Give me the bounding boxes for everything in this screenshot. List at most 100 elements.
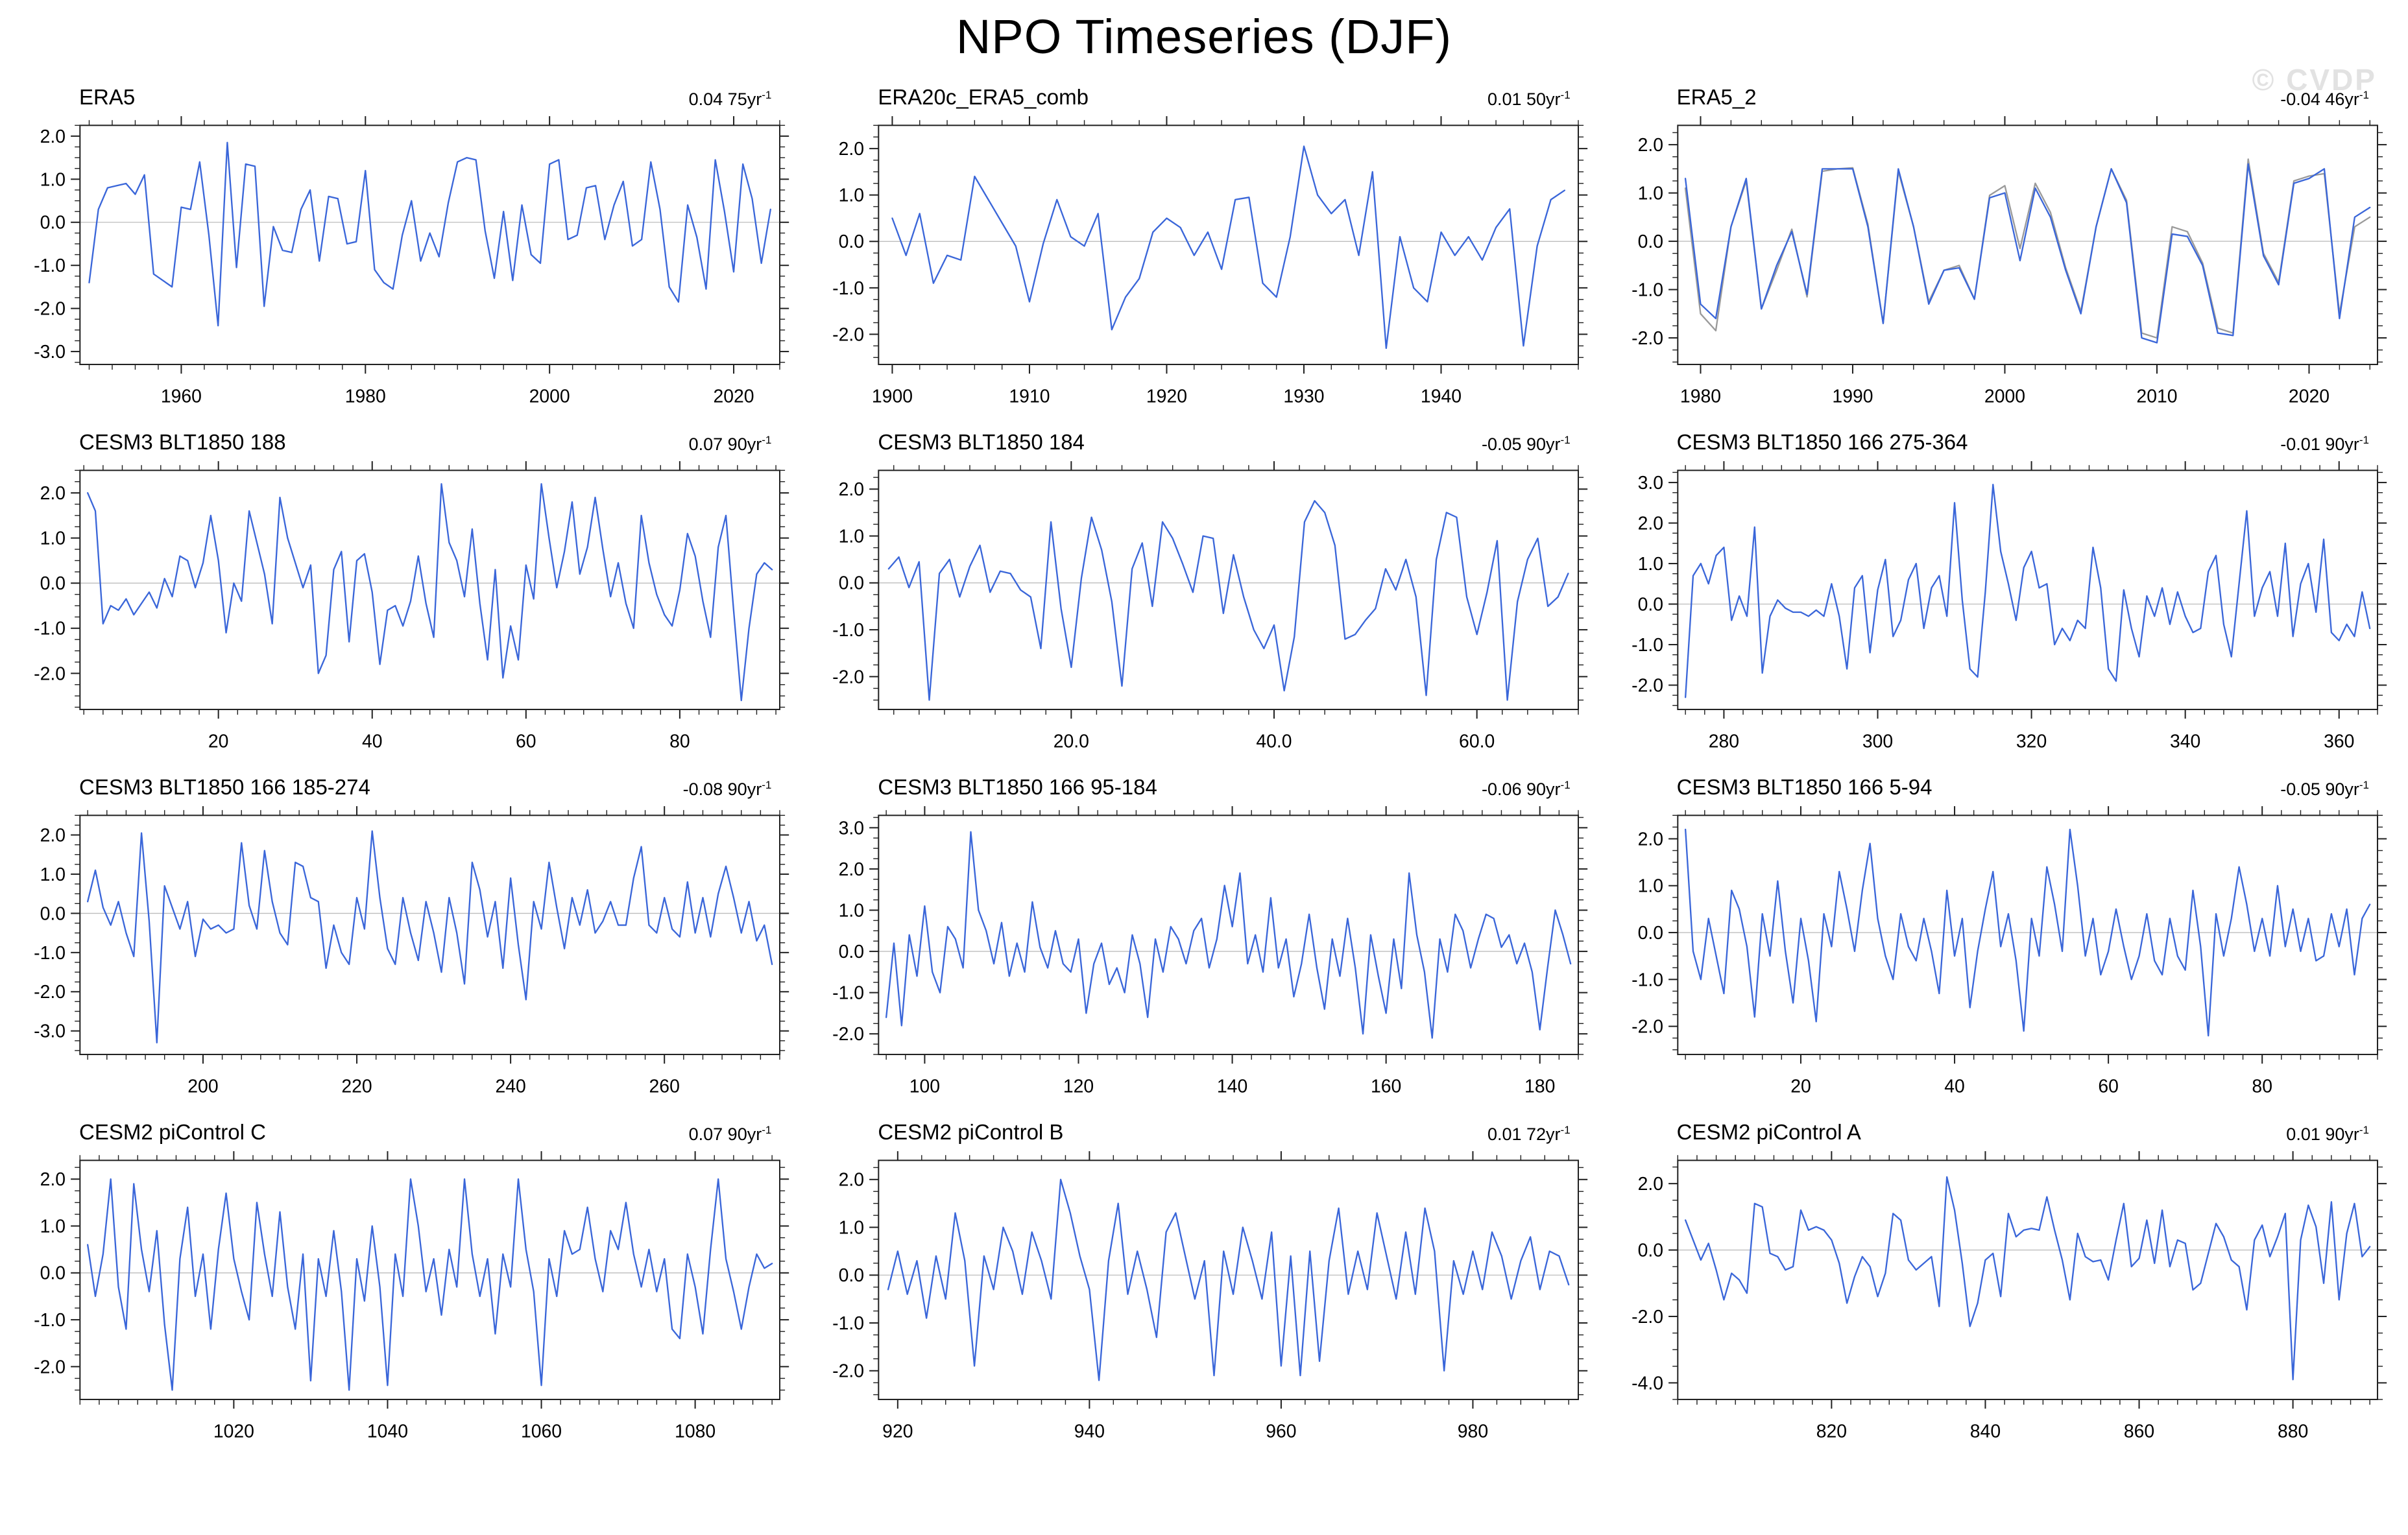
timeseries-plot: 20.0 40.0 60.0 2.0 1.0 0.0 -1.0 -2.0 (832, 461, 1588, 752)
y-tick-label: 2.0 (839, 139, 864, 160)
x-tick-label: 360 (2324, 732, 2354, 752)
panel-title: CESM3 BLT1850 166 5-94 (1676, 775, 1932, 800)
x-tick-label: 280 (1708, 732, 1739, 752)
x-tick-label: 1960 (161, 387, 202, 407)
y-tick-label: 1.0 (839, 901, 864, 922)
trend-exponent: -1 (1560, 1124, 1571, 1137)
series-group (86, 1178, 773, 1391)
ticks (71, 1151, 789, 1409)
x-tick-label: 2010 (2136, 387, 2177, 407)
x-tick-label: 20 (208, 732, 229, 752)
panel-header: ERA20c_ERA5_comb 0.01 50yr-1 (813, 77, 1595, 110)
timeseries-plot: 1960 1980 2000 2020 2.0 1.0 0.0 -1.0 -2.0 -3.0 (34, 116, 789, 407)
panel-trend-label: 0.07 90yr-1 (689, 434, 772, 455)
x-tick-label: 20.0 (1054, 732, 1089, 752)
panel-title: CESM3 BLT1850 166 275-364 (1676, 430, 1968, 455)
y-tick-label: 2.0 (1637, 1174, 1663, 1195)
y-tick-label: 0.0 (839, 942, 864, 962)
x-tick-label: 140 (1217, 1077, 1247, 1097)
series-line-primary (86, 830, 773, 1044)
x-tick-label: 260 (649, 1077, 680, 1097)
series-line-primary (1684, 163, 2371, 344)
x-tick-label: 120 (1063, 1077, 1094, 1097)
timeseries-plot: 1900 1910 1920 1930 1940 2.0 1.0 0.0 -1.0 -2.0 (832, 116, 1588, 407)
x-tick-label: 60.0 (1459, 732, 1495, 752)
y-tick-label: 0.0 (1637, 232, 1663, 252)
timeseries-panel-cesm2-picontrol-c: CESM2 piControl C 0.07 90yr-1 1020 1040 10… (14, 1112, 796, 1453)
plot-frame (878, 815, 1580, 1056)
x-tick-label: 1080 (675, 1422, 716, 1442)
tick-labels: 200 220 240 260 2.0 1.0 0.0 -1.0 -2.0 -3.0 (34, 826, 680, 1097)
tick-labels: 920 940 960 980 2.0 1.0 0.0 -1.0 -2.0 (832, 1170, 1488, 1442)
panel-trend-label: 0.01 50yr-1 (1487, 89, 1571, 110)
trend-value-unit: -0.05 90yr (2280, 779, 2359, 800)
y-tick-label: 1.0 (839, 185, 864, 206)
ticks (1668, 806, 2387, 1064)
trend-value-unit: -0.08 90yr (682, 779, 762, 800)
y-tick-label: -1.0 (832, 983, 864, 1004)
x-tick-label: 180 (1524, 1077, 1555, 1097)
trend-exponent: -1 (2359, 779, 2369, 792)
panel-title: CESM2 piControl C (79, 1120, 266, 1145)
x-tick-label: 1910 (1009, 387, 1050, 407)
y-tick-label: -1.0 (1631, 970, 1663, 990)
panel-trend-label: -0.01 90yr-1 (2280, 434, 2369, 455)
y-tick-label: 2.0 (40, 1169, 66, 1190)
page-title: NPO Timeseries (DJF) (956, 10, 1452, 64)
panel-header: CESM3 BLT1850 166 185-274 -0.08 90yr-1 (14, 767, 796, 800)
y-tick-label: -2.0 (1631, 1307, 1663, 1327)
ticks (869, 1151, 1588, 1409)
tick-labels: 1960 1980 2000 2020 2.0 1.0 0.0 -1.0 -2.0 -3.0 (34, 126, 754, 407)
y-tick-label: 0.0 (839, 1265, 864, 1286)
timeseries-panel-cesm2-picontrol-b: CESM2 piControl B 0.01 72yr-1 920 940 960 9… (813, 1112, 1595, 1453)
panel-trend-label: 0.01 72yr-1 (1487, 1124, 1571, 1145)
x-tick-label: 320 (2016, 732, 2047, 752)
trend-exponent: -1 (762, 89, 772, 101)
tick-labels: 20 40 60 80 2.0 1.0 0.0 -1.0 -2.0 (34, 483, 690, 752)
plot-frame (1676, 125, 2378, 366)
x-tick-label: 880 (2278, 1422, 2308, 1442)
series-line-primary (888, 500, 1569, 701)
tick-labels: 20 40 60 80 2.0 1.0 0.0 -1.0 -2.0 (1631, 829, 2272, 1097)
timeseries-panel-era5: ERA5 0.04 75yr-1 1960 1980 2000 2020 2.0 1.0 0… (14, 77, 796, 418)
y-tick-label: -2.0 (34, 982, 66, 1003)
x-tick-label: 840 (1969, 1422, 2000, 1442)
panel-title: CESM3 BLT1850 184 (878, 430, 1085, 455)
x-tick-label: 40 (362, 732, 383, 752)
timeseries-plot: 920 940 960 980 2.0 1.0 0.0 -1.0 -2.0 (832, 1151, 1588, 1442)
y-tick-label: 1.0 (40, 529, 66, 549)
ticks (71, 116, 789, 374)
x-tick-label: 1920 (1146, 387, 1187, 407)
series-group (1684, 1176, 2370, 1381)
trend-value-unit: 0.01 72yr (1487, 1124, 1561, 1145)
x-tick-label: 60 (516, 732, 536, 752)
x-tick-label: 240 (495, 1077, 525, 1097)
panel-trend-label: 0.07 90yr-1 (689, 1124, 772, 1145)
x-tick-label: 2000 (1984, 387, 2025, 407)
series-group (86, 830, 773, 1044)
trend-value-unit: 0.07 90yr (688, 434, 762, 455)
y-tick-label: 0.0 (1637, 1241, 1663, 1261)
y-tick-label: -2.0 (832, 324, 864, 345)
timeseries-panel-cesm3-blt1850-188: CESM3 BLT1850 188 0.07 90yr-1 20 40 60 80 2.… (14, 422, 796, 763)
y-tick-label: 0.0 (40, 903, 66, 924)
series-group (885, 831, 1572, 1039)
y-tick-label: -2.0 (832, 1024, 864, 1045)
trend-value-unit: -0.05 90yr (1481, 434, 1561, 455)
x-tick-label: 100 (909, 1077, 940, 1097)
panel-trend-label: -0.04 46yr-1 (2280, 89, 2369, 110)
x-tick-label: 340 (2170, 732, 2200, 752)
y-tick-label: -1.0 (1631, 280, 1663, 300)
y-tick-label: 2.0 (839, 479, 864, 500)
x-tick-label: 200 (187, 1077, 218, 1097)
trend-exponent: -1 (2359, 1124, 2369, 1137)
panel-header: CESM3 BLT1850 184 -0.05 90yr-1 (813, 422, 1595, 455)
ticks (869, 806, 1588, 1064)
panel-title: ERA20c_ERA5_comb (878, 85, 1089, 109)
plot-frame (79, 1160, 781, 1401)
x-tick-label: 160 (1371, 1077, 1401, 1097)
y-tick-label: 2.0 (839, 859, 864, 880)
panel-title: ERA5 (79, 85, 136, 109)
x-tick-label: 860 (2124, 1422, 2154, 1442)
x-tick-label: 940 (1074, 1422, 1105, 1442)
